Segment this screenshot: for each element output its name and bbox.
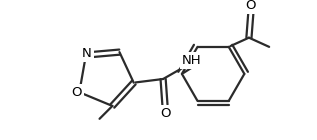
Text: NH: NH	[182, 54, 201, 67]
Text: O: O	[71, 86, 82, 99]
Text: O: O	[246, 0, 256, 12]
Text: N: N	[82, 47, 92, 60]
Text: O: O	[161, 107, 171, 120]
